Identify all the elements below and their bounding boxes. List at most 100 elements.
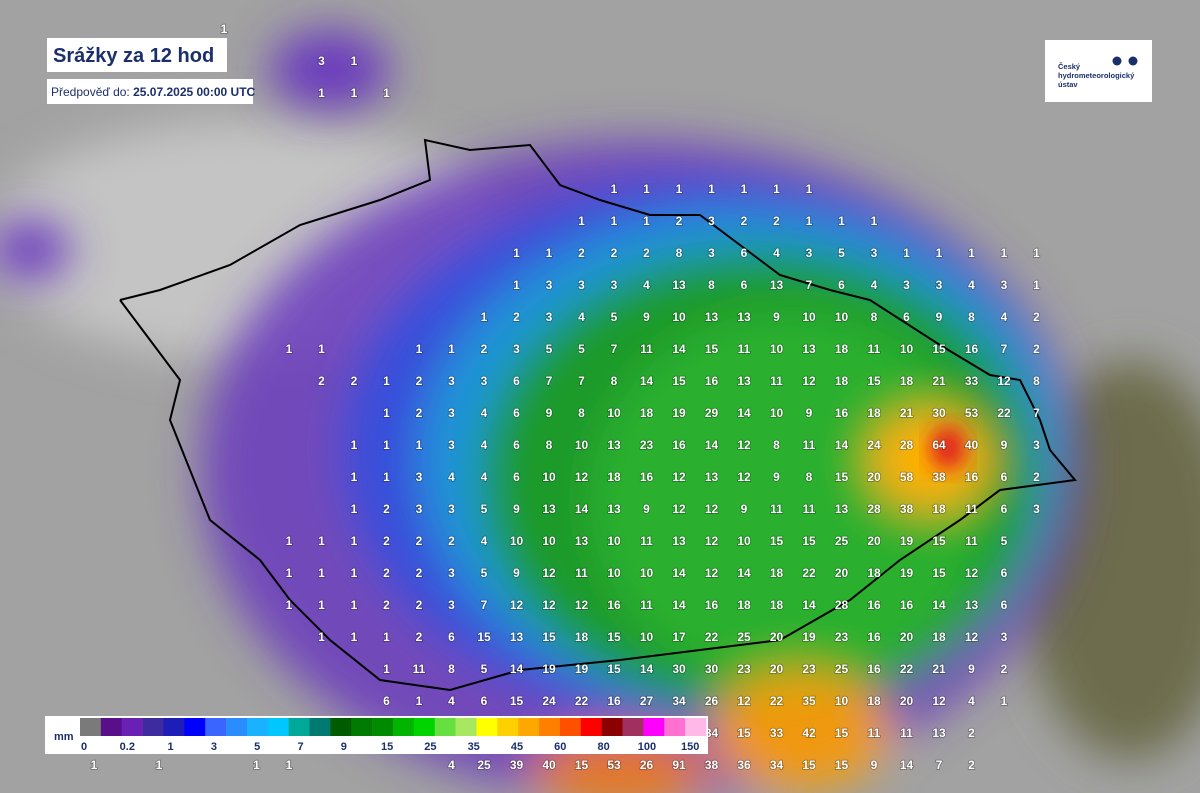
grid-value: 1 — [416, 694, 423, 708]
grid-value: 18 — [835, 342, 849, 356]
grid-value: 23 — [835, 630, 849, 644]
grid-value: 2 — [513, 310, 520, 324]
grid-value: 15 — [835, 758, 849, 772]
grid-value: 8 — [448, 662, 455, 676]
grid-value: 16 — [640, 470, 654, 484]
grid-value: 7 — [546, 374, 553, 388]
grid-value: 42 — [802, 726, 816, 740]
grid-value: 11 — [803, 438, 816, 452]
grid-value: 3 — [448, 406, 455, 420]
legend-swatch — [643, 718, 665, 736]
grid-value: 8 — [708, 278, 715, 292]
grid-value: 11 — [770, 374, 783, 388]
grid-value: 13 — [672, 534, 686, 548]
grid-value: 28 — [900, 438, 914, 452]
grid-value: 1 — [936, 246, 943, 260]
grid-value: 1 — [351, 54, 358, 68]
grid-value: 10 — [575, 438, 589, 452]
title-box: Srážky za 12 hod Předpověď do: 25.07.202… — [47, 38, 256, 104]
legend-swatch — [372, 718, 394, 736]
grid-value: 6 — [838, 278, 845, 292]
grid-value: 1 — [383, 630, 390, 644]
grid-value: 1 — [351, 86, 358, 100]
grid-value: 24 — [542, 694, 556, 708]
grid-value: 7 — [1001, 342, 1008, 356]
grid-value: 18 — [575, 630, 589, 644]
grid-value: 2 — [611, 246, 618, 260]
grid-value: 9 — [1001, 438, 1008, 452]
legend-swatch — [601, 718, 623, 736]
grid-value: 6 — [513, 438, 520, 452]
legend-label: 35 — [468, 741, 480, 753]
grid-value: 15 — [770, 534, 784, 548]
grid-value: 1 — [513, 278, 520, 292]
grid-value: 9 — [741, 502, 748, 516]
grid-value: 12 — [737, 470, 751, 484]
legend-swatch — [559, 718, 582, 736]
grid-value: 11 — [738, 342, 751, 356]
grid-value: 6 — [741, 246, 748, 260]
grid-value: 1 — [546, 246, 553, 260]
grid-value: 6 — [1001, 470, 1008, 484]
grid-value: 16 — [900, 598, 914, 612]
grid-value: 1 — [221, 22, 228, 36]
grid-value: 12 — [965, 630, 979, 644]
grid-value: 53 — [965, 406, 979, 420]
legend-label: 7 — [297, 741, 303, 753]
grid-value: 14 — [575, 502, 589, 516]
legend-swatch — [226, 718, 248, 736]
grid-value: 2 — [416, 374, 423, 388]
grid-value: 9 — [968, 662, 975, 676]
grid-value: 1 — [806, 214, 813, 228]
grid-value: 10 — [900, 342, 914, 356]
grid-value: 18 — [932, 502, 946, 516]
legend-swatch — [351, 718, 373, 736]
grid-value: 2 — [318, 374, 325, 388]
grid-value: 19 — [802, 630, 816, 644]
grid-value: 8 — [546, 438, 553, 452]
grid-value: 18 — [770, 598, 784, 612]
grid-value: 3 — [871, 246, 878, 260]
grid-value: 12 — [737, 694, 751, 708]
grid-value: 25 — [477, 758, 491, 772]
grid-value: 20 — [900, 694, 914, 708]
grid-value: 13 — [737, 310, 751, 324]
grid-value: 9 — [871, 758, 878, 772]
grid-value: 2 — [1033, 342, 1040, 356]
grid-value: 1 — [383, 374, 390, 388]
grid-value: 3 — [448, 374, 455, 388]
grid-value: 22 — [900, 662, 914, 676]
grid-value: 1 — [286, 758, 293, 772]
grid-value: 13 — [607, 502, 621, 516]
grid-value: 2 — [383, 598, 390, 612]
legend-swatch — [330, 718, 352, 736]
grid-value: 5 — [578, 342, 585, 356]
forecast-text: Předpověď do: 25.07.2025 00:00 UTC — [51, 85, 256, 99]
grid-value: 14 — [737, 406, 751, 420]
grid-value: 23 — [737, 662, 751, 676]
grid-value: 3 — [513, 342, 520, 356]
grid-value: 5 — [546, 342, 553, 356]
grid-value: 15 — [835, 726, 849, 740]
grid-value: 28 — [867, 502, 881, 516]
grid-value: 15 — [705, 342, 719, 356]
grid-value: 1 — [611, 214, 618, 228]
grid-value: 3 — [1001, 278, 1008, 292]
grid-value: 20 — [835, 566, 849, 580]
grid-value: 8 — [773, 438, 780, 452]
grid-value: 2 — [481, 342, 488, 356]
grid-value: 1 — [903, 246, 910, 260]
grid-value: 16 — [965, 342, 979, 356]
legend-label: 5 — [254, 741, 260, 753]
grid-value: 1 — [383, 662, 390, 676]
grid-value: 2 — [968, 726, 975, 740]
grid-value: 16 — [672, 438, 686, 452]
legend: mm 0 0.2 1 3 5 7 9 15 25 35 45 60 80 100 150 — [45, 716, 708, 754]
grid-value: 19 — [542, 662, 556, 676]
grid-value: 1 — [773, 182, 780, 196]
grid-value: 22 — [575, 694, 589, 708]
grid-value: 12 — [575, 470, 589, 484]
logo-line: Český — [1058, 62, 1081, 71]
legend-swatch — [518, 718, 540, 736]
grid-value: 1 — [351, 534, 358, 548]
